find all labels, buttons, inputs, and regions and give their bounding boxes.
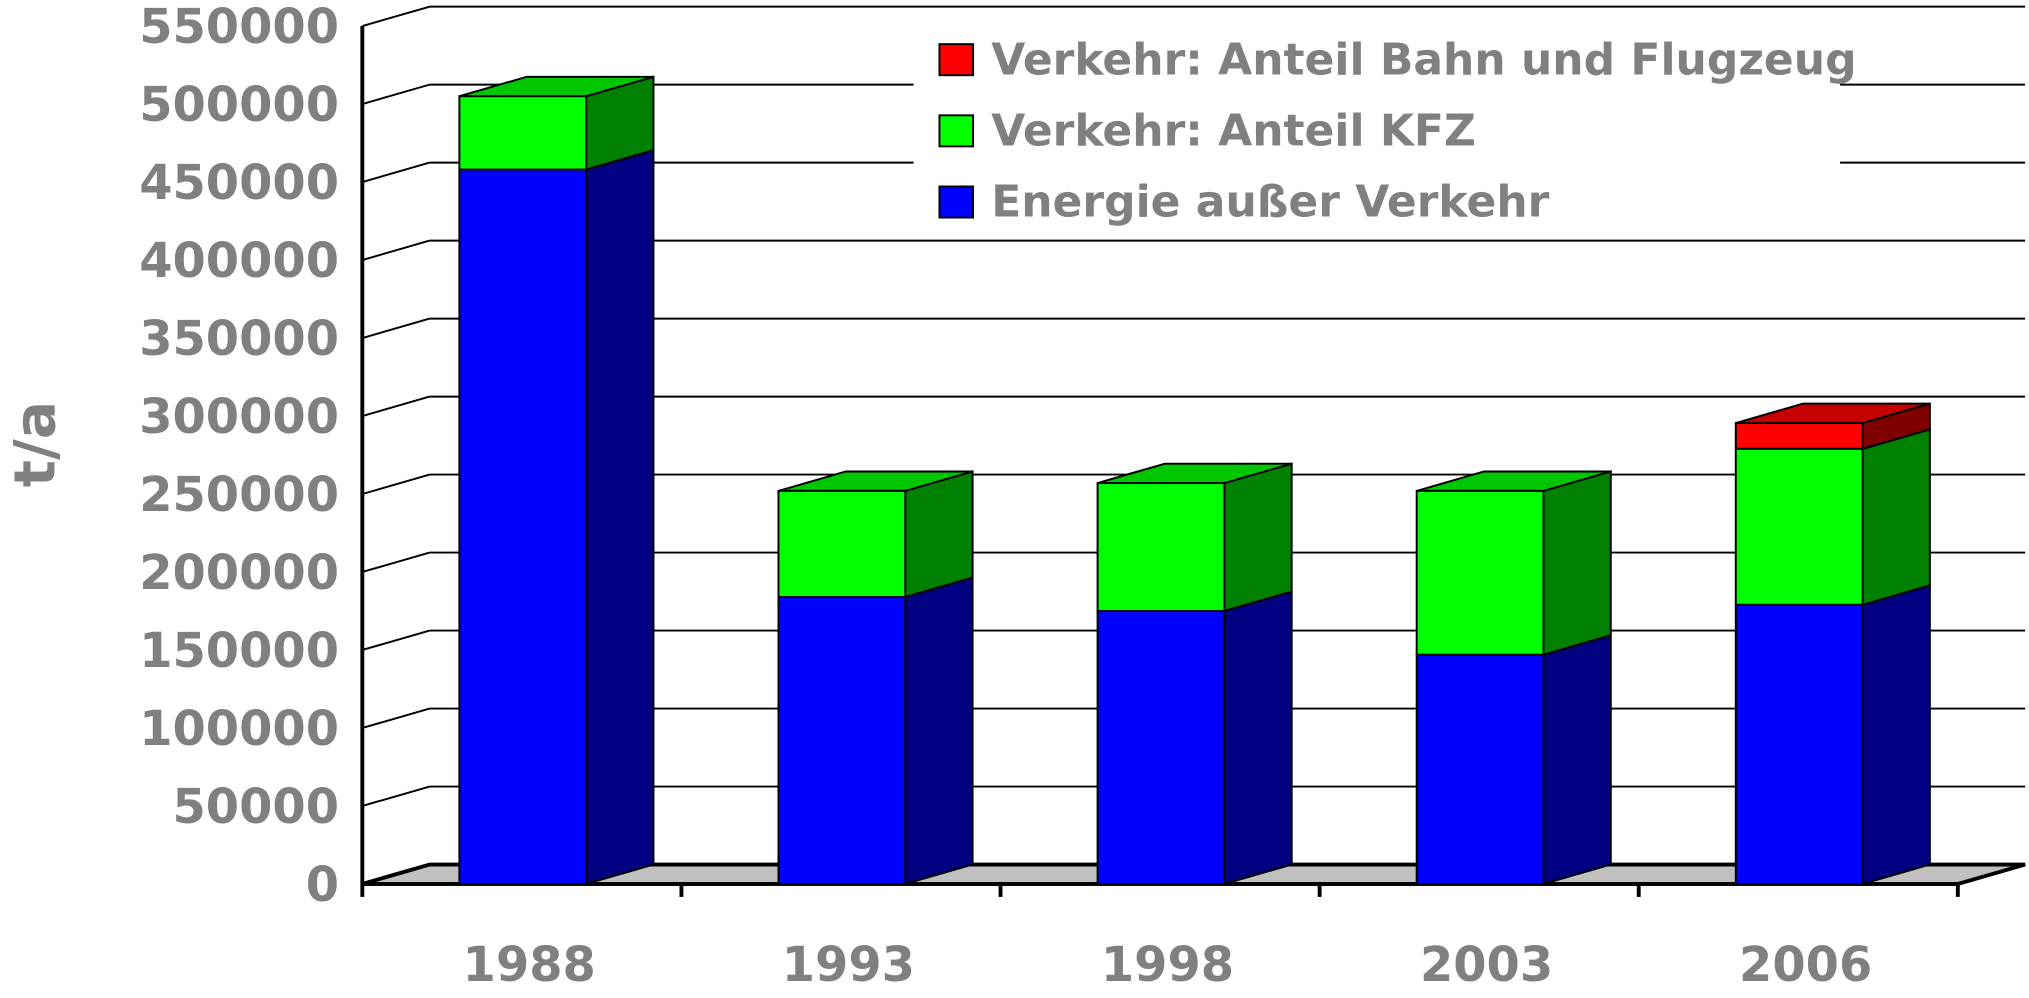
bar [1734,603,1864,885]
legend-box [913,28,1841,236]
bar-side [1223,590,1293,886]
bar [1096,482,1226,612]
y-tick [362,83,430,105]
y-tick [362,551,430,573]
x-tick-label: 2006 [1739,938,1872,993]
y-axis-label: t/a [2,401,68,487]
y-tick [362,395,430,417]
legend-label: Verkehr: Anteil KFZ [991,105,1476,156]
y-tick-label: 250000 [139,468,339,523]
bar-side [1861,428,1931,607]
y-tick [362,5,430,27]
legend-swatch [938,43,975,77]
bar-side [904,576,974,886]
bar-side [585,148,655,886]
y-tick [362,317,430,339]
bar [458,95,588,171]
legend-label: Verkehr: Anteil Bahn und Flugzeug [991,34,1856,85]
y-tick [362,161,430,183]
bar [1734,422,1864,450]
bar [458,168,588,885]
legend-swatch [938,185,975,219]
bar-side [1542,470,1612,656]
bar [1096,610,1226,885]
legend-label: Energie außer Verkehr [991,177,1549,228]
y-tick-label: 200000 [139,546,339,601]
x-tick-label: 1993 [782,938,915,993]
bar-side [1223,462,1293,613]
y-tick [362,863,430,885]
y-tick [362,473,430,495]
y-tick [362,785,430,807]
legend-swatch [938,114,975,148]
y-tick-label: 450000 [139,156,339,211]
bar [1415,489,1545,656]
x-tick-label: 2003 [1420,938,1553,993]
bar [777,489,907,598]
bar [1415,653,1545,885]
y-tick-label: 400000 [139,234,339,289]
bar [777,595,907,885]
y-tick-label: 50000 [173,780,340,835]
bar-side [1542,633,1612,886]
y-tick [362,239,430,261]
x-tick-label: 1998 [1101,938,1234,993]
y-tick-label: 150000 [139,624,339,679]
y-tick-label: 100000 [139,702,339,757]
bar-side [1861,584,1931,886]
bar-side [904,470,974,599]
y-tick-label: 300000 [139,390,339,445]
y-tick-label: 500000 [139,78,339,133]
bar [1734,447,1864,606]
x-tick-label: 1988 [463,938,596,993]
y-tick-label: 350000 [139,312,339,367]
y-tick [362,629,430,651]
y-tick [362,707,430,729]
y-tick-label: 0 [306,858,339,913]
y-tick-label: 550000 [139,0,339,55]
